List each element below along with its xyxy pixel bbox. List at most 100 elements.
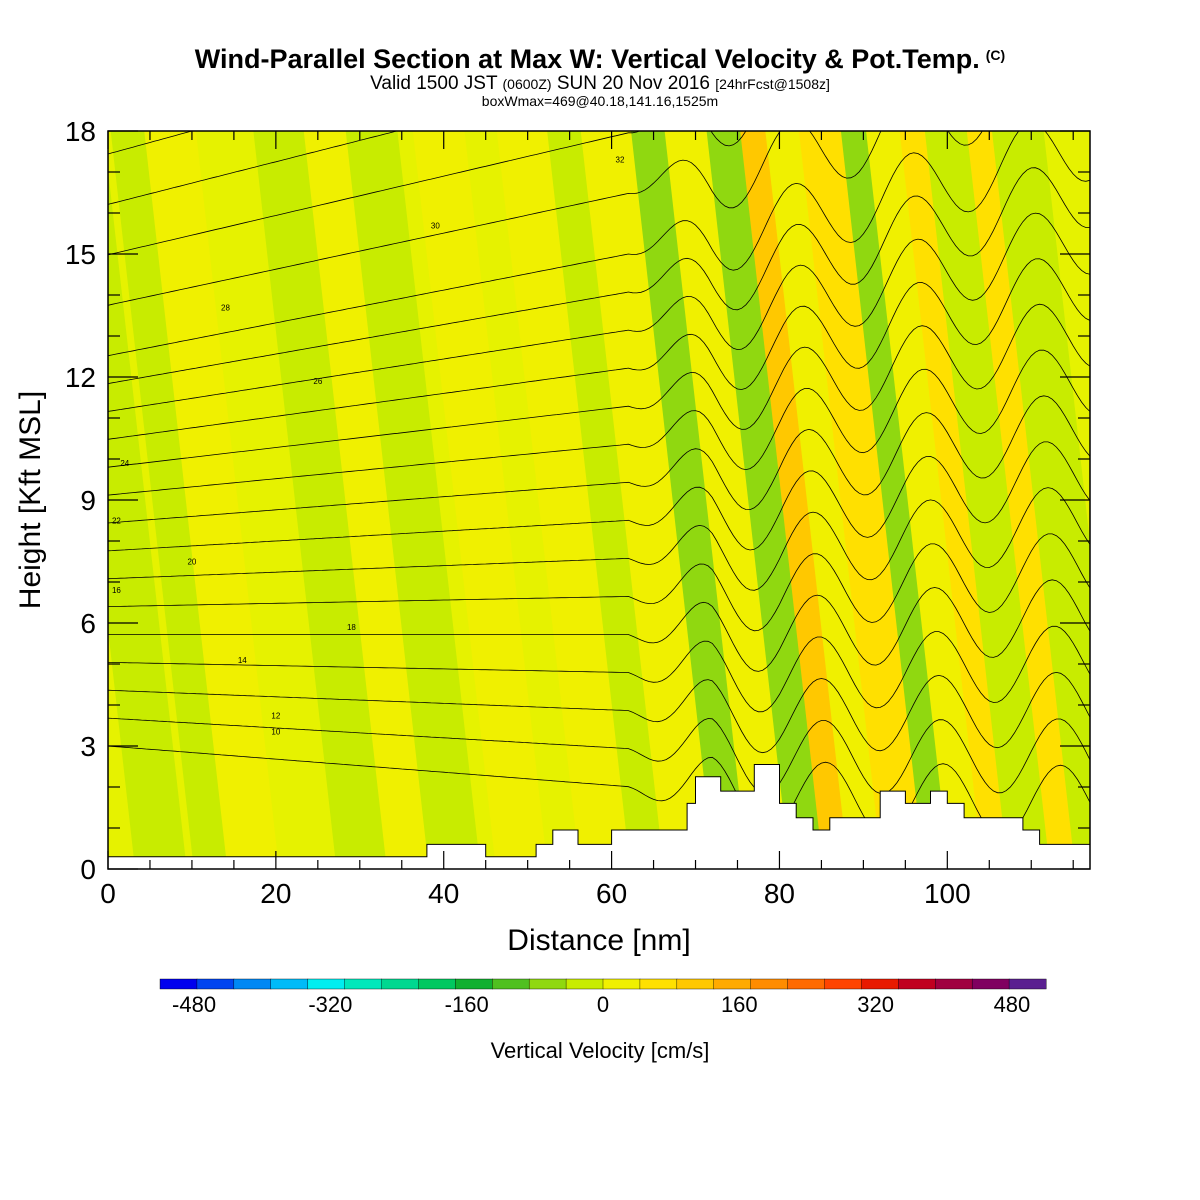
velocity-band	[580, 131, 716, 869]
axis-ticks	[107, 130, 1090, 870]
isentrope-label: 22	[112, 517, 121, 526]
isentrope-line	[108, 0, 1090, 104]
isentrope-line	[108, 131, 399, 205]
isentrope-label: 32	[616, 156, 625, 165]
colorbar-swatch	[233, 978, 272, 990]
colorbar-tick-label: -160	[445, 992, 489, 1017]
copyright-mark: (C)	[985, 47, 1006, 63]
colorbar-swatch	[713, 978, 752, 990]
colorbar-swatch	[971, 978, 1010, 990]
velocity-band-level	[303, 131, 439, 869]
velocity-band-level	[108, 169, 187, 869]
colorbar-swatch	[196, 978, 235, 990]
terrain	[108, 764, 1090, 869]
colorbar-swatch	[270, 978, 309, 990]
chart-box-info: boxWmax=469@40.18,141.16,1525m	[481, 93, 719, 109]
y-tick-label: 0	[80, 854, 96, 885]
colorbar-swatch	[676, 978, 715, 990]
colorbar-swatch	[565, 978, 604, 990]
colorbar-swatch	[307, 978, 346, 990]
isentrope-line	[108, 131, 747, 256]
colorbar-swatch	[639, 978, 678, 990]
isentrope-line	[108, 349, 1090, 496]
velocity-band	[345, 131, 481, 869]
x-tick-label: 20	[260, 878, 291, 909]
colorbar-swatch	[381, 978, 419, 990]
colorbar-swatch	[824, 978, 862, 990]
colorbar-tick-label: -480	[172, 992, 216, 1017]
chart-title: Wind-Parallel Section at Max W: Vertical…	[194, 44, 1006, 74]
colorbar-swatch	[418, 978, 456, 990]
y-tick-label: 18	[65, 116, 96, 147]
isentrope-line	[108, 131, 983, 306]
colorbar-swatch	[528, 978, 567, 990]
x-tick-label: 0	[100, 878, 116, 909]
isentrope-line	[108, 717, 1090, 794]
chart-subtitle: Valid 1500 JST (0600Z) SUN 20 Nov 2016 […	[370, 73, 830, 94]
x-tick-label: 40	[428, 878, 459, 909]
isentrope-label: 10	[271, 728, 280, 737]
chart-title-block: Wind-Parallel Section at Max W: Vertical…	[0, 40, 1200, 108]
isentrope-label: 24	[120, 459, 129, 468]
colorbar-swatch	[159, 978, 198, 990]
isentrope-line	[108, 671, 1090, 754]
colorbar-swatch	[455, 978, 493, 990]
velocity-band-level	[345, 131, 481, 869]
colorbar-tick-label: 0	[597, 992, 609, 1017]
x-axis-tick-labels: 0 20 40 60 80 100	[100, 878, 970, 909]
x-tick-label: 80	[764, 878, 795, 909]
isentrope-line	[108, 395, 1090, 524]
velocity-band	[108, 169, 187, 869]
isentrope-line	[108, 441, 1090, 552]
colorbar-tick-labels: -480 -320 -160 0 160 320 480	[172, 992, 1030, 1017]
isentrope-label: 28	[221, 303, 230, 312]
velocity-band-level	[253, 131, 389, 869]
y-tick-label: 3	[80, 731, 96, 762]
x-tick-label: 60	[596, 878, 627, 909]
y-tick-label: 9	[80, 485, 96, 516]
isentrope-label: 12	[271, 711, 280, 720]
velocity-band-level	[924, 131, 1060, 869]
y-axis-label: Height [Kft MSL]	[14, 391, 47, 609]
colorbar-tick-label: -320	[308, 992, 352, 1017]
y-tick-label: 15	[65, 239, 96, 270]
isentrope-line	[108, 0, 1090, 3]
isentrope-label: 26	[313, 377, 322, 386]
velocity-band-level	[798, 131, 934, 869]
isentrope-line	[108, 212, 1090, 412]
isentrope-line	[108, 258, 1090, 440]
colorbar-tick-label: 320	[857, 992, 894, 1017]
velocity-band-level	[496, 131, 632, 869]
velocity-band-level	[580, 131, 716, 869]
velocity-band	[798, 131, 934, 869]
colorbar-tick-label: 480	[994, 992, 1031, 1017]
x-axis-label: Distance [nm]	[507, 924, 690, 957]
velocity-band-level	[144, 131, 280, 869]
colorbar-swatch	[344, 978, 383, 990]
isentropes: 10 12 14 16 18 20 22 24 26 28 30 32	[108, 0, 1090, 839]
isentrope-line	[108, 579, 1090, 672]
colorbar	[159, 978, 1047, 990]
isentrope-label: 18	[347, 623, 356, 632]
velocity-field	[108, 131, 1090, 869]
velocity-band	[991, 131, 1090, 869]
colorbar-swatch	[935, 978, 973, 990]
velocity-band-level	[991, 131, 1090, 869]
isentrope-line	[108, 533, 1090, 632]
x-tick-label: 100	[924, 878, 971, 909]
isentrope-label: 16	[112, 586, 121, 595]
velocity-band	[496, 131, 632, 869]
colorbar-swatch	[787, 978, 825, 990]
velocity-band	[144, 131, 280, 869]
colorbar-swatch	[602, 978, 641, 990]
isentrope-line	[108, 167, 1090, 384]
isentrope-line	[108, 625, 1090, 713]
y-tick-label: 12	[65, 362, 96, 393]
isentrope-line	[108, 745, 1090, 839]
velocity-band	[303, 131, 439, 869]
isentrope-line	[108, 131, 1090, 357]
y-axis-tick-labels: 0 3 6 9 12 15 18	[65, 116, 96, 885]
colorbar-swatch	[750, 978, 789, 990]
isentrope-line	[108, 0, 1090, 53]
